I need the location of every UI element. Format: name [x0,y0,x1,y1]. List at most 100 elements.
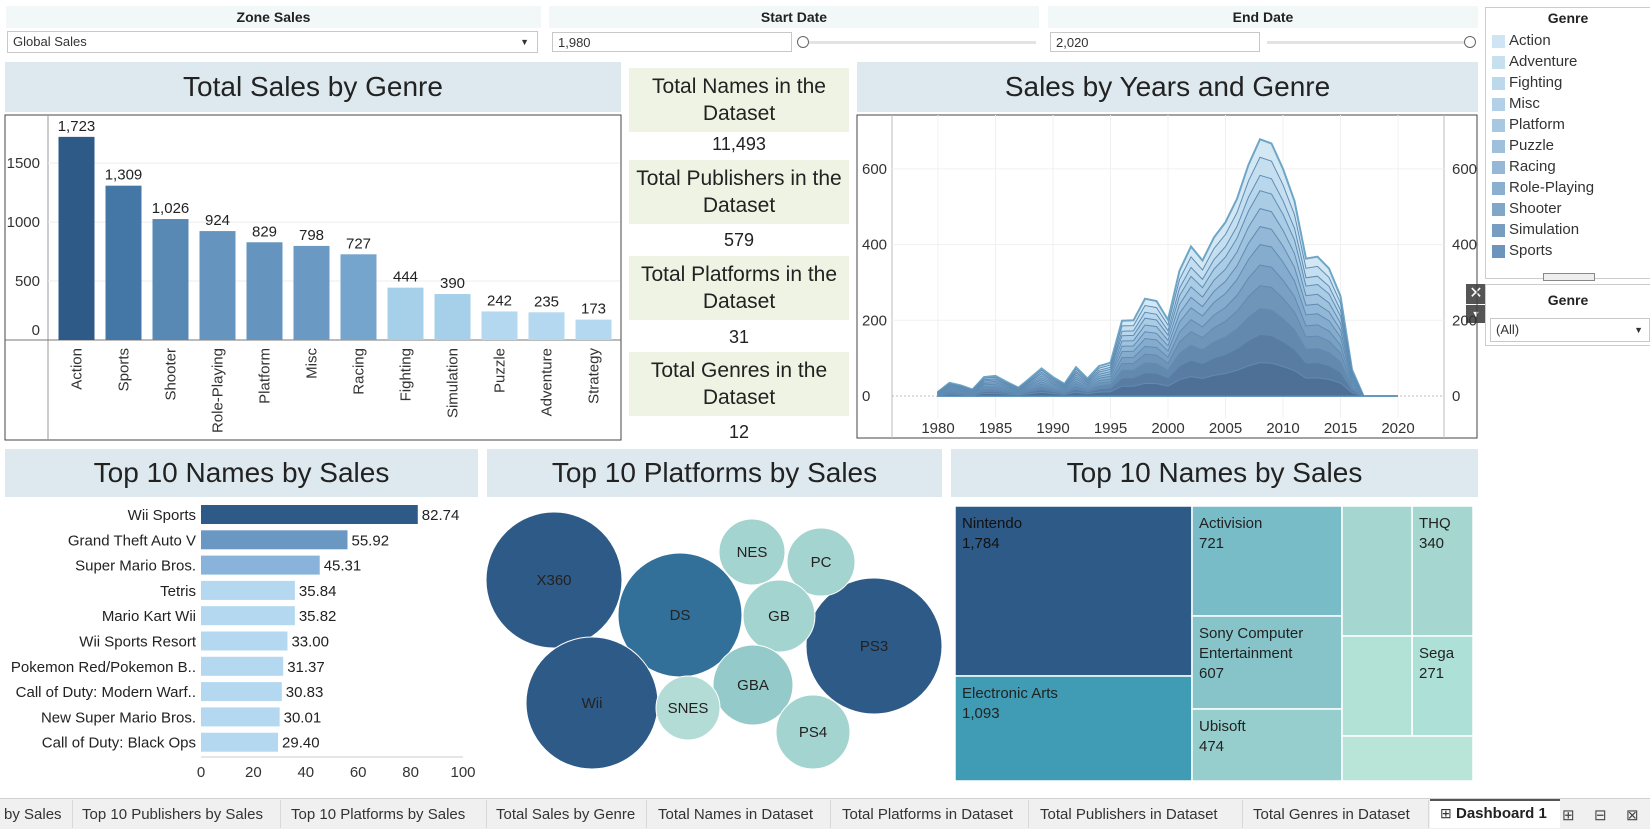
bubble-gba[interactable] [712,644,794,726]
sales-by-years-chart[interactable]: 1980 1985 1990 1995 2000 2005 2010 2015 2020 0 0 20… [852,112,1482,442]
new-dashboard-icon[interactable]: ⊟ [1594,807,1607,824]
bar-simulation[interactable] [434,294,471,340]
bar-platform[interactable] [246,242,283,340]
legend-item-sports[interactable]: Sports [1509,242,1553,259]
slider-handle[interactable] [1464,36,1476,48]
bubble-ps3[interactable] [805,577,943,715]
tab-total-genres[interactable]: Total Genres in Dataset [1253,806,1410,823]
treemap-cell[interactable] [1191,708,1343,781]
x-tick-label: Sports [116,348,133,391]
legend-item-racing[interactable]: Racing [1509,158,1556,175]
treemap-cell[interactable] [1191,505,1343,617]
new-story-icon[interactable]: ⊠ [1626,807,1639,824]
bubble-snes[interactable] [655,675,721,741]
bar-value-label: 390 [440,275,465,292]
legend-scroll-handle[interactable] [1543,273,1595,281]
top-names-chart[interactable]: Wii Sports 82.74 Grand Theft Auto V 55.92 Su… [0,497,480,789]
bar-role-playing[interactable] [199,231,236,340]
legend-swatch[interactable] [1492,119,1505,132]
tab-by-sales[interactable]: by Sales [4,806,62,823]
genre-legend [1485,7,1650,279]
legend-swatch[interactable] [1492,140,1505,153]
legend-item-puzzle[interactable]: Puzzle [1509,137,1555,154]
treemap-cell[interactable] [1411,635,1474,737]
bar-adventure[interactable] [528,312,565,340]
legend-swatch[interactable] [1492,98,1505,111]
bubble-pc[interactable] [786,527,856,597]
legend-item-platform[interactable]: Platform [1509,116,1565,133]
name-bar[interactable] [201,555,320,575]
genre-filter-value: (All) [1496,322,1520,337]
top-publishers-chart[interactable]: Nintendo 1,784 Electronic Arts 1,093 Activis… [952,503,1476,781]
slider-handle[interactable] [797,36,809,48]
tab-top-10-publishers[interactable]: Top 10 Publishers by Sales [82,806,263,823]
end-date-input[interactable]: 2,020 [1050,32,1260,52]
bar-action[interactable] [58,136,95,340]
bar-misc[interactable] [293,245,330,340]
name-bar[interactable] [201,682,282,702]
bubble-label: NES [737,544,768,561]
legend-swatch[interactable] [1492,245,1505,258]
start-date-slider[interactable] [797,36,1036,48]
tab-top-10-platforms[interactable]: Top 10 Platforms by Sales [291,806,466,823]
bar-puzzle[interactable] [481,311,518,340]
legend-item-adventure[interactable]: Adventure [1509,53,1578,70]
menu-dropdown-icon[interactable]: ▼ [1466,305,1486,323]
treemap-cell[interactable] [1411,505,1474,637]
sales-by-genre-chart[interactable]: 1500 1000 500 0 1,723 Action 1,309 Sports 1,026 S… [0,112,626,442]
legend-swatch[interactable] [1492,161,1505,174]
legend-swatch[interactable] [1492,224,1505,237]
bubble-x360[interactable] [485,511,623,649]
x-tick-label: Simulation [445,348,462,418]
tab-total-platforms[interactable]: Total Platforms in Dataset [842,806,1013,823]
name-bar[interactable] [201,606,295,626]
bar-sports[interactable] [105,185,142,340]
legend-swatch[interactable] [1492,182,1505,195]
legend-swatch[interactable] [1492,203,1505,216]
tab-total-names[interactable]: Total Names in Dataset [658,806,814,823]
treemap-cell[interactable] [1341,505,1413,637]
y-tick-label: 1000 [7,214,40,231]
name-bar[interactable] [201,631,288,651]
x-tick-label: 20 [245,764,262,781]
name-bar[interactable] [201,580,295,600]
new-worksheet-icon[interactable]: ⊞ [1562,807,1575,824]
tab-dashboard-1[interactable]: ⊞ Dashboard 1 [1430,799,1560,828]
legend-swatch[interactable] [1492,56,1505,69]
start-date-input[interactable]: 1,980 [552,32,792,52]
zone-sales-dropdown[interactable]: Global Sales ▼ [7,31,538,53]
name-bar[interactable] [201,656,284,676]
treemap-cell[interactable] [1341,635,1413,737]
name-bar[interactable] [201,707,280,727]
bubble-nes[interactable] [718,518,786,586]
treemap-cell[interactable] [954,505,1193,677]
legend-item-simulation[interactable]: Simulation [1509,221,1580,238]
name-bar[interactable] [201,530,348,550]
bar-fighting[interactable] [387,287,424,340]
name-bar[interactable] [201,505,418,524]
legend-swatch[interactable] [1492,35,1505,48]
top-platforms-chart[interactable]: X360 DS Wii PS3 NES PC GB GBA SNES PS4 [482,497,946,789]
close-icon[interactable]: ✕ [1466,284,1486,304]
legend-item-shooter[interactable]: Shooter [1509,200,1562,217]
name-bar[interactable] [201,732,279,752]
bar-shooter[interactable] [152,219,189,340]
legend-item-role-playing[interactable]: Role-Playing [1509,179,1595,196]
treemap-cell[interactable] [1341,735,1474,781]
tab-total-sales-by-genre[interactable]: Total Sales by Genre [496,806,636,823]
bar-value-label: 35.84 [299,583,337,600]
bubble-gb[interactable] [742,579,816,653]
chevron-down-icon[interactable]: ▼ [1634,325,1643,335]
legend-item-action[interactable]: Action [1509,32,1551,49]
bar-racing[interactable] [340,254,377,340]
legend-swatch[interactable] [1492,77,1505,90]
legend-item-fighting[interactable]: Fighting [1509,74,1563,91]
area-series-strategy[interactable] [937,362,1398,397]
legend-item-misc[interactable]: Misc [1509,95,1540,112]
genre-filter-dropdown[interactable]: (All) ▼ [1490,318,1650,342]
end-date-slider[interactable] [1267,36,1476,48]
bubble-ps4[interactable] [775,694,851,770]
tab-total-publishers[interactable]: Total Publishers in Dataset [1040,806,1218,823]
bar-strategy[interactable] [575,319,612,340]
chevron-down-icon[interactable]: ▼ [520,37,529,47]
